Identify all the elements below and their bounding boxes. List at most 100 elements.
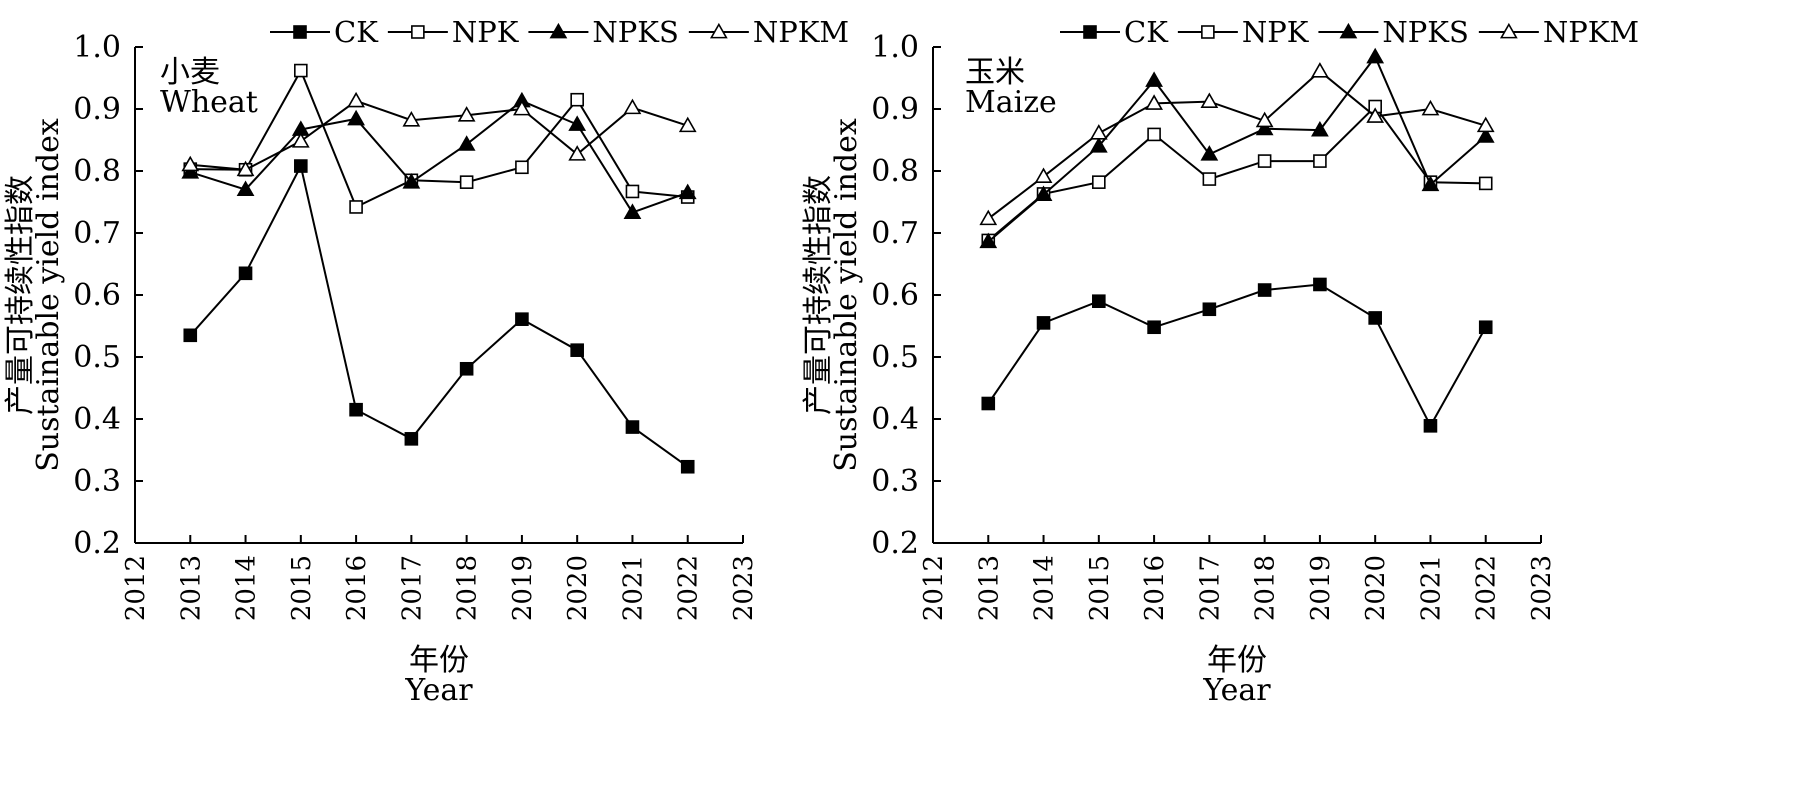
y-tick-label: 0.9 <box>73 92 121 127</box>
data-point-ck <box>1202 302 1217 317</box>
x-tick-label: 2019 <box>1306 555 1336 621</box>
data-point-npk <box>1202 172 1217 186</box>
x-tick-label: 2020 <box>563 555 593 621</box>
x-tick-label: 2015 <box>287 555 317 621</box>
x-axis-title-en: Year <box>404 673 473 708</box>
legend-label-ck: CK <box>334 15 379 49</box>
data-point-ck <box>1092 294 1106 309</box>
legend-marker-npks <box>1339 22 1358 39</box>
data-point-ck <box>1257 283 1272 297</box>
data-point-npks <box>347 109 365 126</box>
data-point-ck <box>294 159 308 173</box>
y-axis-title-cn: 产量可持续性指数 <box>801 175 836 415</box>
series-npkm <box>979 62 1495 226</box>
data-point-npks <box>236 180 255 197</box>
x-tick-label: 2014 <box>1030 555 1060 621</box>
series-line-ck <box>189 163 689 468</box>
x-axis-title-cn: 年份 <box>409 643 469 678</box>
data-point-ck <box>1423 419 1438 433</box>
data-point-ck <box>981 396 996 411</box>
legend: CK NPK NPKS NPKM <box>270 15 849 49</box>
data-point-npks <box>457 135 476 151</box>
series-npkm <box>181 91 697 177</box>
data-point-ck <box>1036 316 1051 330</box>
series-ck <box>183 159 695 474</box>
data-point-npks <box>1255 119 1274 136</box>
x-tick-label: 2023 <box>729 555 759 621</box>
series-line-npk <box>190 68 688 209</box>
legend-marker-npk <box>1201 25 1215 39</box>
x-tick-label: 2017 <box>397 555 427 621</box>
x-tick-label: 2016 <box>1140 555 1170 621</box>
legend-label-npk: NPK <box>1242 15 1310 49</box>
x-axis-title-en: Year <box>1202 673 1271 708</box>
panel-label-cn: 玉米 <box>965 55 1025 90</box>
panel-label-en: Wheat <box>160 85 258 120</box>
legend-label-ck: CK <box>1124 15 1169 49</box>
x-axis-title-cn: 年份 <box>1207 643 1267 678</box>
data-point-npks <box>181 163 200 179</box>
series-npks <box>979 47 1495 249</box>
y-axis-title-cn: 产量可持续性指数 <box>3 175 38 415</box>
y-tick-label: 0.6 <box>73 278 121 313</box>
data-point-npkm <box>513 99 531 116</box>
data-point-npkm <box>1476 116 1495 133</box>
data-point-ck <box>404 432 419 446</box>
data-point-npk <box>1092 175 1106 189</box>
data-point-ck <box>680 459 695 474</box>
x-tick-label: 2014 <box>232 555 262 621</box>
data-point-npkm <box>181 155 200 172</box>
data-point-npkm <box>291 132 310 148</box>
y-tick-label: 0.2 <box>73 526 121 561</box>
legend-label-npkm: NPKM <box>753 15 849 49</box>
data-point-npkm <box>1255 111 1274 128</box>
x-tick-label: 2013 <box>974 555 1004 621</box>
legend-marker-npks <box>549 22 568 39</box>
data-point-npkm <box>623 98 642 115</box>
y-tick-label: 0.4 <box>871 402 919 437</box>
y-tick-label: 1.0 <box>871 30 919 65</box>
series-line-npkm <box>987 69 1486 220</box>
data-point-npkm <box>1200 92 1219 108</box>
legend-marker-npkm <box>709 22 728 39</box>
panel-label-en: Maize <box>965 85 1057 120</box>
data-point-ck <box>183 328 198 343</box>
x-tick-label: 2015 <box>1085 555 1115 621</box>
data-point-ck <box>1478 320 1493 335</box>
data-point-ck <box>515 312 529 326</box>
data-point-npk <box>349 200 363 214</box>
data-point-ck <box>349 402 363 417</box>
series-line-npk <box>987 104 1486 242</box>
x-tick-label: 2023 <box>1527 555 1557 621</box>
data-point-npks <box>402 173 421 189</box>
data-point-npkm <box>1089 124 1108 140</box>
series-ck <box>981 277 1493 433</box>
y-tick-label: 0.8 <box>73 154 121 189</box>
legend-label-npk: NPK <box>452 15 520 49</box>
series-line-npks <box>189 99 689 214</box>
data-point-npkm <box>1421 99 1440 116</box>
x-tick-label: 2018 <box>453 555 483 621</box>
legend-marker-ck <box>1083 25 1097 39</box>
data-point-npks <box>1311 120 1329 137</box>
x-tick-label: 2021 <box>1416 555 1446 621</box>
data-point-npkm <box>1311 62 1329 78</box>
y-axis-title-en: Sustainable yield index <box>31 118 66 472</box>
y-tick-label: 0.9 <box>871 92 919 127</box>
data-point-npkm <box>568 145 587 161</box>
x-tick-label: 2022 <box>674 555 704 621</box>
x-tick-label: 2018 <box>1251 555 1281 621</box>
chart-panel-2: 0.2 0.3 0.4 0.5 0.6 0.7 0.8 0.9 1.0 2012 2013 2014 2… <box>801 15 1639 708</box>
data-point-npkm <box>1366 107 1385 123</box>
y-tick-label: 0.4 <box>73 402 121 437</box>
y-tick-label: 0.6 <box>871 278 919 313</box>
series-line-npks <box>987 54 1487 243</box>
data-point-ck <box>1368 311 1382 325</box>
data-point-npk <box>570 92 584 107</box>
series-line-ck <box>987 283 1487 428</box>
data-point-ck <box>238 266 253 281</box>
data-point-npk <box>625 184 640 199</box>
x-tick-label: 2019 <box>508 555 538 621</box>
legend-label-npkm: NPKM <box>1543 15 1639 49</box>
y-tick-label: 0.3 <box>73 464 121 499</box>
